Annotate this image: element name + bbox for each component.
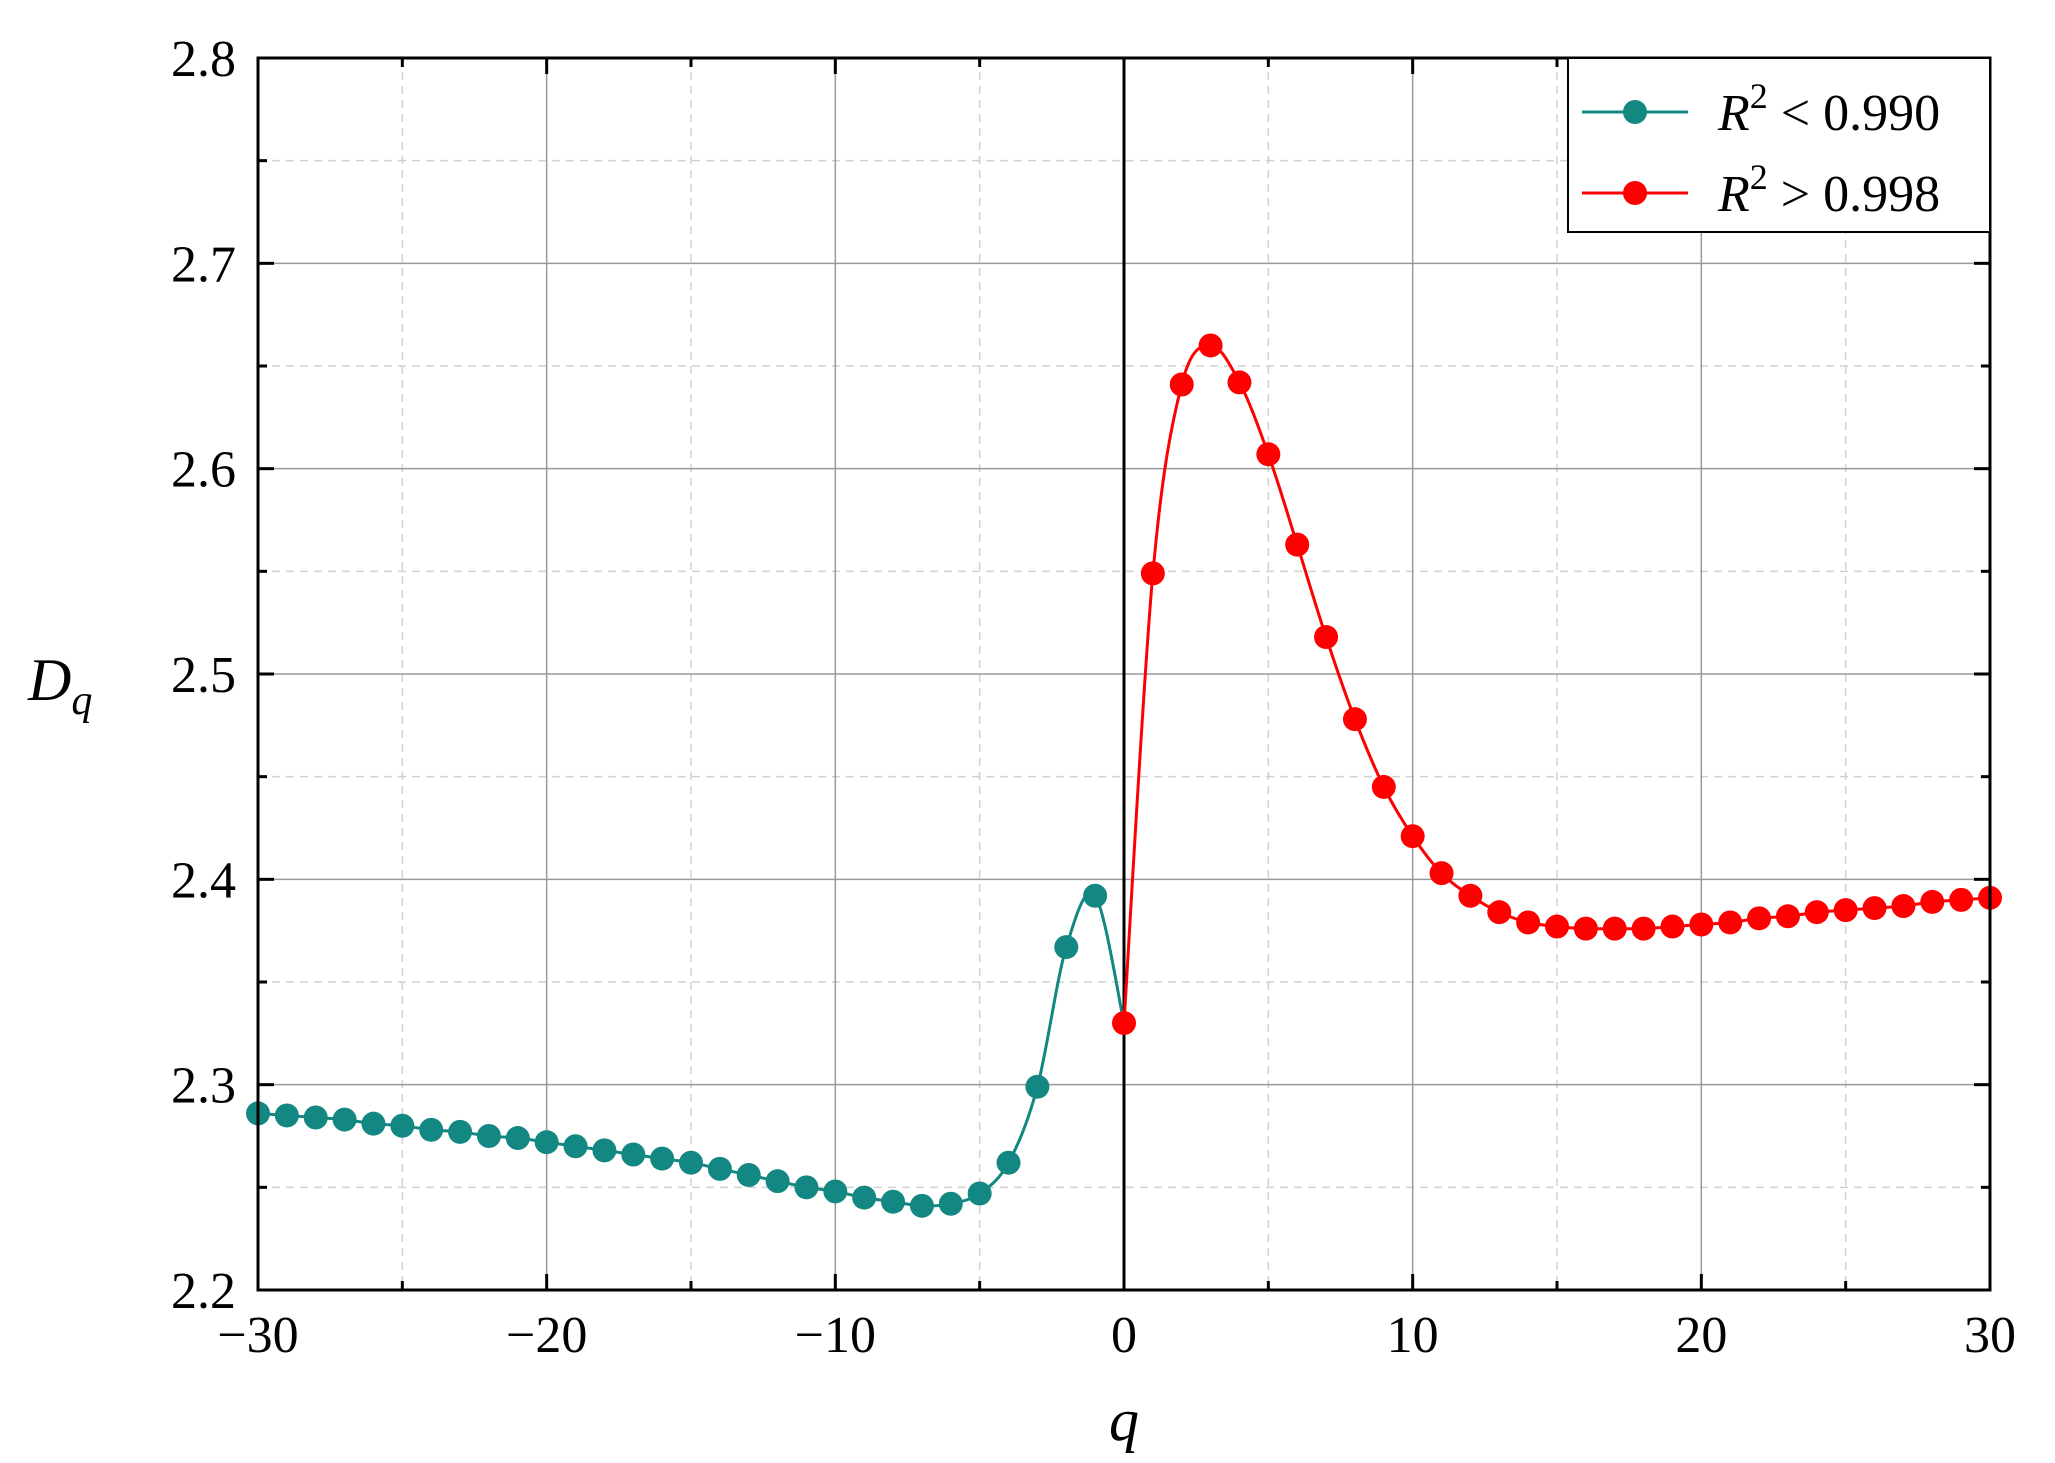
data-point-r2-lt-0990 <box>361 1111 386 1136</box>
y-tick-label: 2.6 <box>171 442 236 499</box>
data-point-r2-gt-0998 <box>1949 887 1974 912</box>
x-tick-label: 0 <box>1111 1307 1137 1364</box>
data-point-r2-lt-0990 <box>909 1193 934 1218</box>
data-point-r2-gt-0998 <box>1429 861 1454 886</box>
data-point-r2-gt-0998 <box>1198 333 1223 358</box>
data-point-r2-gt-0998 <box>1920 889 1945 914</box>
data-point-r2-lt-0990 <box>1083 883 1108 908</box>
data-point-r2-lt-0990 <box>765 1169 790 1194</box>
legend-marker <box>1623 100 1647 124</box>
y-tick-label: 2.8 <box>171 31 236 88</box>
data-point-r2-gt-0998 <box>1660 914 1685 939</box>
data-point-r2-lt-0990 <box>476 1124 501 1148</box>
data-point-r2-lt-0990 <box>1054 935 1079 960</box>
x-tick-label: −30 <box>217 1307 298 1364</box>
data-point-r2-gt-0998 <box>1804 900 1829 925</box>
data-point-r2-gt-0998 <box>1833 898 1858 923</box>
data-point-r2-gt-0998 <box>1400 824 1425 849</box>
data-point-r2-lt-0990 <box>823 1179 848 1204</box>
legend-label-condition: > 0.998 <box>1768 166 1940 223</box>
data-point-r2-gt-0998 <box>1256 442 1281 467</box>
data-point-r2-lt-0990 <box>679 1150 703 1175</box>
legend-label-condition: < 0.990 <box>1768 85 1940 142</box>
y-tick-label: 2.4 <box>171 852 236 909</box>
data-point-r2-gt-0998 <box>1573 916 1598 941</box>
data-point-r2-lt-0990 <box>534 1130 559 1155</box>
legend-label-superscript: 2 <box>1750 157 1768 197</box>
data-point-r2-lt-0990 <box>881 1189 906 1214</box>
data-point-r2-gt-0998 <box>1516 910 1541 935</box>
data-point-r2-gt-0998 <box>1689 912 1714 937</box>
legend-marker <box>1623 181 1647 205</box>
data-point-r2-lt-0990 <box>563 1134 588 1159</box>
data-point-r2-lt-0990 <box>303 1105 328 1130</box>
data-point-r2-lt-0990 <box>621 1142 646 1167</box>
data-point-r2-lt-0990 <box>938 1191 963 1216</box>
y-axis-title-main: D <box>27 647 71 713</box>
data-point-r2-lt-0990 <box>274 1103 299 1128</box>
data-point-r2-gt-0998 <box>1342 707 1367 732</box>
data-point-r2-gt-0998 <box>1112 1011 1136 1036</box>
data-point-r2-gt-0998 <box>1747 906 1772 931</box>
data-point-r2-gt-0998 <box>1140 561 1165 586</box>
data-point-r2-gt-0998 <box>1487 900 1512 925</box>
data-point-r2-gt-0998 <box>1371 774 1396 799</box>
data-point-r2-lt-0990 <box>736 1163 761 1188</box>
data-point-r2-gt-0998 <box>1775 904 1800 929</box>
y-tick-label: 2.7 <box>171 236 236 293</box>
y-tick-label: 2.3 <box>171 1058 236 1115</box>
x-tick-label: −20 <box>506 1307 587 1364</box>
data-point-r2-lt-0990 <box>419 1117 444 1142</box>
tick-labels: −30 −20 −10 0 10 20 30 2.2 2.3 2.4 2.5 2.6 2.7 2.8 <box>171 31 2016 1364</box>
data-point-r2-lt-0990 <box>707 1156 732 1181</box>
data-point-r2-gt-0998 <box>1458 883 1483 908</box>
data-point-r2-gt-0998 <box>1169 372 1194 397</box>
data-point-r2-lt-0990 <box>996 1150 1021 1175</box>
legend-label: R2 > 0.998 <box>1717 157 1940 223</box>
data-point-r2-lt-0990 <box>592 1138 617 1163</box>
legend-label-variable: R <box>1717 166 1750 223</box>
y-tick-label: 2.2 <box>171 1263 236 1320</box>
data-point-r2-gt-0998 <box>1602 916 1627 941</box>
legend-label-variable: R <box>1717 85 1750 142</box>
data-point-r2-gt-0998 <box>1545 914 1569 939</box>
data-point-r2-lt-0990 <box>967 1181 992 1206</box>
data-point-r2-lt-0990 <box>650 1146 675 1171</box>
y-tick-label: 2.5 <box>171 647 236 704</box>
data-point-r2-gt-0998 <box>1314 625 1339 650</box>
x-tick-label: 30 <box>1964 1307 2016 1364</box>
data-point-r2-gt-0998 <box>1631 916 1656 941</box>
data-point-r2-gt-0998 <box>1227 370 1252 395</box>
data-point-r2-lt-0990 <box>332 1107 357 1132</box>
y-axis-title: Dq <box>27 647 92 724</box>
series-layer <box>246 58 2002 1290</box>
legend-label-superscript: 2 <box>1750 76 1768 116</box>
data-point-r2-lt-0990 <box>852 1185 877 1210</box>
data-point-r2-gt-0998 <box>1891 894 1916 919</box>
y-axis-title-subscript: q <box>71 678 92 724</box>
data-point-r2-gt-0998 <box>1718 910 1743 935</box>
data-point-r2-gt-0998 <box>1285 532 1310 557</box>
legend-label: R2 < 0.990 <box>1717 76 1940 142</box>
data-point-r2-lt-0990 <box>505 1126 530 1151</box>
data-point-r2-lt-0990 <box>1025 1074 1050 1099</box>
data-point-r2-lt-0990 <box>794 1175 819 1200</box>
x-tick-label: 20 <box>1675 1307 1727 1364</box>
data-point-r2-lt-0990 <box>448 1119 473 1144</box>
data-point-r2-lt-0990 <box>390 1113 415 1138</box>
data-point-r2-gt-0998 <box>1862 896 1887 921</box>
x-tick-label: 10 <box>1387 1307 1439 1364</box>
x-tick-label: −10 <box>795 1307 876 1364</box>
x-axis-title: q <box>1109 1387 1139 1453</box>
